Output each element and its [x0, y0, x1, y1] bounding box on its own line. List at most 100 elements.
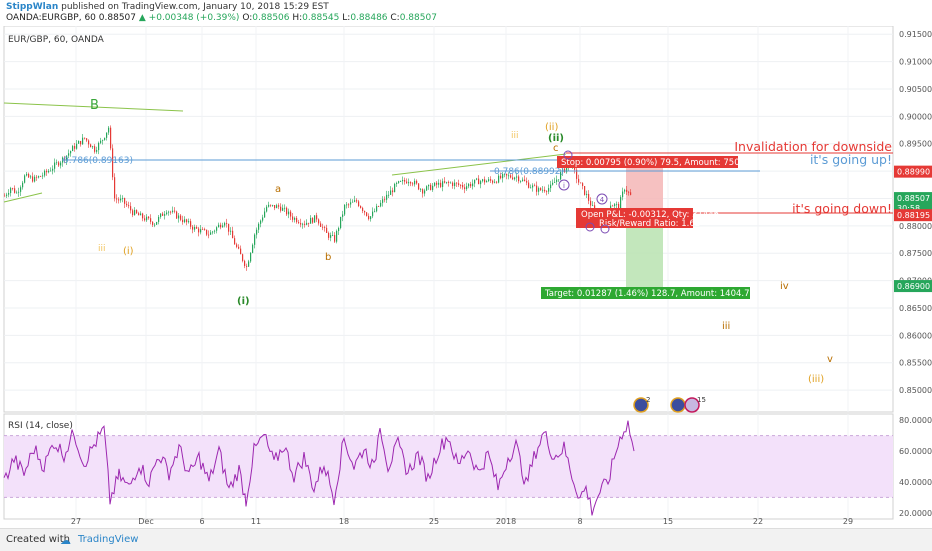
candle-body: [446, 181, 448, 183]
candle-body: [188, 221, 190, 223]
candle-body: [580, 182, 582, 184]
rsi-axis[interactable]: 20.0000 40.0000 60.0000 80.0000: [899, 416, 932, 518]
candle-body: [14, 188, 16, 193]
target-box[interactable]: [541, 287, 750, 299]
fib-label-2: 0.786(0.88992): [494, 167, 564, 177]
wave-label-iii-target: iii: [722, 321, 730, 332]
candle-body: [90, 144, 92, 148]
candle-body: [38, 176, 40, 178]
candle-body: [398, 181, 400, 183]
candle-body: [180, 215, 182, 220]
candle-body: [132, 210, 134, 216]
invalidation-note: Invalidation for downside: [734, 139, 892, 154]
candle-body: [458, 183, 460, 185]
candle-body: [152, 221, 154, 225]
candle-body: [560, 172, 562, 180]
candle-body: [162, 213, 164, 216]
candle-body: [294, 217, 296, 220]
candle-body: [84, 137, 86, 139]
candle-body: [614, 204, 616, 206]
candle-body: [500, 175, 502, 179]
candle-body: [198, 228, 200, 233]
candle-body: [464, 187, 466, 190]
candle-body: [462, 185, 464, 188]
wave-circle-low-1: [585, 222, 595, 232]
event-icon-3[interactable]: 15: [684, 396, 706, 413]
wave-circle-low-2: [600, 224, 610, 234]
candle-body: [44, 170, 46, 176]
candle-body: [490, 179, 492, 181]
candle-body: [52, 168, 54, 171]
candle-body: [222, 225, 224, 228]
candle-body: [486, 181, 488, 183]
wave-circle-i-text: i: [563, 182, 565, 190]
candle-body: [396, 182, 398, 184]
candle-body: [484, 179, 486, 183]
candle-body: [102, 139, 104, 141]
candle-body: [218, 224, 220, 228]
candle-body: [226, 223, 228, 224]
candle-body: [468, 184, 470, 187]
candle-body: [452, 182, 454, 186]
candle-body: [316, 215, 318, 220]
candle-body: [80, 140, 82, 145]
close-value: 0.88507: [399, 13, 437, 23]
candle-body: [108, 127, 110, 133]
candle-body: [98, 142, 100, 151]
candle-body: [216, 227, 218, 231]
candle-body: [454, 182, 456, 186]
event-count-2: 15: [697, 396, 706, 404]
candle-body: [86, 138, 88, 141]
open-pl-text: Open P&L: -0.00312, Qty: 31446: [581, 210, 719, 220]
stop-box[interactable]: [557, 156, 738, 168]
open-pl-box[interactable]: [576, 208, 693, 228]
candle-body: [622, 191, 624, 198]
candle-body: [182, 219, 184, 223]
candle-body: [60, 162, 62, 166]
wave-circle-i: [558, 179, 570, 191]
candle-body: [584, 186, 586, 195]
candle-body: [414, 180, 416, 185]
price-chart[interactable]: 0.786(0.89163) 0.786(0.88992) Stop: 0.00…: [0, 26, 932, 528]
candle-body: [56, 162, 58, 164]
candle-body: [610, 205, 612, 210]
candle-body: [144, 218, 146, 221]
candle-body: [530, 187, 532, 189]
candle-body: [354, 200, 356, 202]
candle-body: [68, 153, 70, 156]
candle-body: [312, 217, 314, 223]
time-axis[interactable]: 27 Dec 6 11 18 25 2018 8 15 22 29: [71, 517, 853, 526]
wave-circle-top: [563, 150, 573, 160]
candle-body: [272, 204, 274, 206]
candle-body: [418, 183, 420, 190]
candle-body: [334, 235, 336, 242]
candle-body: [290, 211, 292, 217]
candle-body: [498, 175, 500, 183]
candle-body: [410, 182, 412, 184]
wave-label-ii-green: (ii): [548, 133, 564, 144]
candle-body: [248, 261, 250, 267]
high-value: 0.88545: [302, 13, 340, 23]
candle-body: [158, 216, 160, 222]
event-icon-2[interactable]: [670, 397, 686, 413]
author-name[interactable]: StippWlan: [6, 2, 59, 12]
candle-body: [356, 200, 358, 202]
tradingview-brand[interactable]: TradingView: [78, 534, 139, 545]
candle-body: [18, 191, 20, 193]
candle-body: [378, 206, 380, 207]
candle-body: [616, 203, 618, 205]
event-icon-1[interactable]: 2: [633, 396, 650, 413]
candle-body: [164, 214, 166, 216]
candle-body: [320, 223, 322, 227]
candle-body: [504, 173, 506, 175]
tradingview-cloud-icon: ☁: [60, 534, 71, 547]
candle-body: [630, 192, 632, 195]
candle-body: [618, 203, 620, 210]
candle-body: [210, 232, 212, 235]
candle-body: [232, 230, 234, 239]
main-pane[interactable]: [3, 26, 894, 413]
candle-body: [628, 191, 630, 193]
candle-body: [434, 182, 436, 186]
candle-body: [436, 182, 438, 185]
candle-body: [196, 226, 198, 229]
